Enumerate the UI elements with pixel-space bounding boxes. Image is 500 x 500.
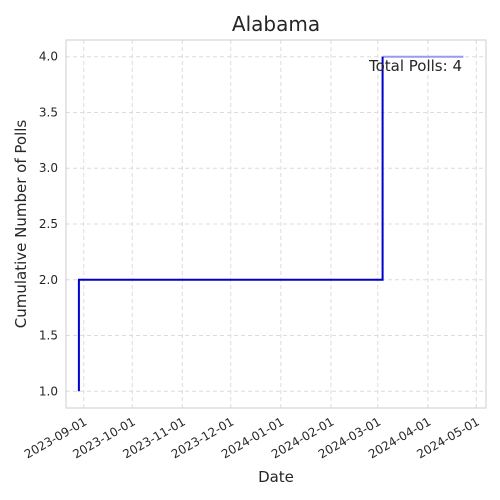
y-axis-label: Cumulative Number of Polls xyxy=(12,120,30,329)
y-tick-label: 3.5 xyxy=(39,105,58,119)
y-tick-label: 2.5 xyxy=(39,217,58,231)
y-tick-label: 3.0 xyxy=(39,161,58,175)
chart-title: Alabama xyxy=(232,12,320,36)
total-polls-annotation: Total Polls: 4 xyxy=(368,57,462,75)
y-tick-label: 4.0 xyxy=(39,50,58,64)
x-axis-label: Date xyxy=(258,468,294,486)
y-tick-label: 1.5 xyxy=(39,329,58,343)
y-tick-label: 1.0 xyxy=(39,384,58,398)
y-tick-label: 2.0 xyxy=(39,273,58,287)
